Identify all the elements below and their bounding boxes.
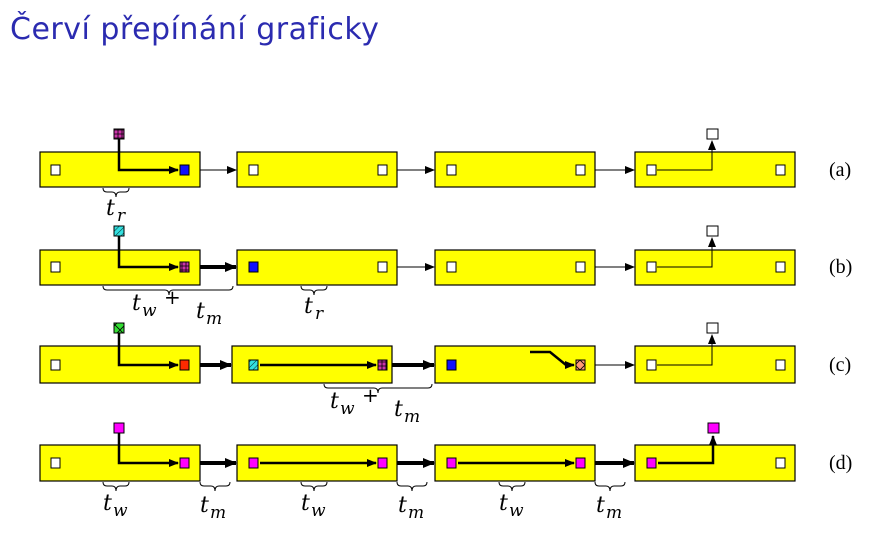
annotation-plus: +	[164, 285, 181, 309]
annotation-sub: w	[113, 501, 128, 521]
slide-title: Červí přepínání graficky	[10, 12, 380, 47]
row-label: (b)	[829, 256, 852, 278]
output-buffer	[775, 164, 786, 176]
annotation-main: t	[196, 299, 205, 324]
annotation-sub: m	[404, 407, 420, 427]
output-buffer	[377, 261, 388, 273]
output-buffer	[377, 457, 388, 469]
output-buffer	[179, 457, 190, 469]
router	[434, 151, 596, 188]
output-buffer	[179, 164, 190, 176]
route-path	[117, 433, 179, 467]
annotation-main: t	[596, 493, 605, 518]
header-flit	[113, 422, 125, 434]
destination-path	[657, 334, 716, 366]
time-brace	[102, 285, 234, 296]
annotation-main: t	[398, 493, 407, 518]
annotation-sub: m	[606, 503, 622, 523]
row-c: t w + t m (c)	[39, 322, 851, 427]
input-buffer	[646, 261, 657, 273]
row-b: t w + t m t r (b)	[39, 225, 852, 329]
annotation-main: t	[132, 291, 141, 316]
input-buffer	[446, 261, 457, 273]
time-brace	[300, 285, 328, 296]
input-buffer	[248, 457, 259, 469]
time-brace	[498, 481, 526, 492]
annotation-main: t	[103, 491, 112, 516]
row-label: (c)	[829, 354, 851, 376]
annotation-sub: w	[509, 501, 524, 521]
input-buffer	[446, 359, 457, 371]
input-buffer	[50, 261, 61, 273]
destination-path	[657, 237, 716, 268]
input-buffer	[50, 164, 61, 176]
input-buffer	[646, 457, 657, 469]
row-d: t w t m t w t m t w t m (d)	[39, 422, 852, 523]
annotation-sub: m	[206, 309, 222, 329]
output-buffer	[775, 359, 786, 371]
time-brace	[102, 481, 130, 492]
destination-buffer	[706, 322, 719, 334]
router	[434, 249, 596, 286]
row-a: t r (a)	[39, 128, 851, 226]
time-brace	[199, 481, 231, 492]
time-brace	[300, 481, 328, 492]
time-brace	[102, 187, 130, 198]
time-brace	[594, 481, 626, 492]
annotation-main: t	[301, 491, 310, 516]
destination-buffer	[706, 225, 719, 237]
route-path	[117, 236, 179, 271]
annotation-main: t	[499, 491, 508, 516]
annotation-sub: r	[117, 206, 126, 226]
annotation-sub: w	[311, 501, 326, 521]
route-path	[117, 139, 179, 174]
router	[236, 151, 398, 188]
destination-buffer	[706, 128, 719, 140]
destination-buffer	[707, 422, 720, 434]
destination-path	[658, 435, 717, 465]
output-buffer	[575, 261, 586, 273]
row-label: (a)	[829, 159, 851, 181]
route-path	[530, 350, 575, 369]
input-buffer	[646, 164, 657, 176]
output-buffer	[775, 457, 786, 469]
input-buffer	[50, 359, 61, 371]
output-buffer	[575, 164, 586, 176]
input-buffer	[248, 164, 259, 176]
annotation-main: t	[200, 493, 209, 518]
annotation-main: t	[394, 397, 403, 422]
annotation-sub: r	[315, 304, 324, 324]
time-brace	[323, 383, 433, 394]
annotation-main: t	[304, 294, 313, 319]
input-buffer	[50, 457, 61, 469]
input-buffer	[446, 164, 457, 176]
annotation-sub: w	[142, 301, 157, 321]
output-buffer	[775, 261, 786, 273]
annotation-sub: m	[210, 503, 226, 523]
output-buffer	[179, 359, 190, 371]
annotation-main: t	[106, 196, 115, 221]
output-buffer	[575, 457, 586, 469]
annotation-sub: m	[408, 503, 424, 523]
destination-path	[657, 140, 716, 171]
row-label: (d)	[829, 452, 852, 474]
annotation-sub: w	[340, 399, 355, 419]
input-buffer	[446, 457, 457, 469]
route-path	[117, 333, 179, 369]
output-buffer	[377, 164, 388, 176]
annotation-main: t	[330, 389, 339, 414]
input-buffer	[248, 261, 259, 273]
annotation-plus: +	[362, 383, 379, 407]
input-buffer	[646, 359, 657, 371]
time-brace	[396, 481, 428, 492]
router	[236, 249, 398, 286]
